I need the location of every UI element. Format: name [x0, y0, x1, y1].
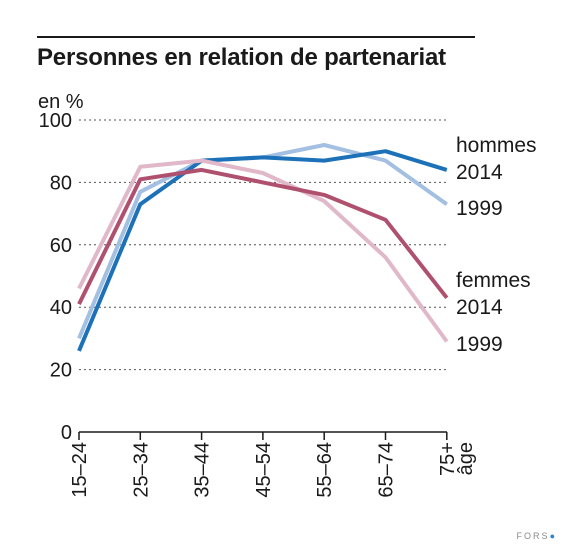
x-tick-label: 75+ — [437, 442, 459, 476]
legend-femmes-label: femmes — [456, 269, 531, 292]
legend-hommes-1999-label: 1999 — [456, 197, 503, 220]
x-tick-label: 55–64 — [314, 442, 336, 498]
series-line-hommes-2014 — [77, 149, 448, 352]
brand-logo: FORS● — [516, 531, 557, 541]
legend-hommes-label: hommes — [456, 134, 537, 157]
title-rule — [37, 36, 475, 38]
y-tick-label: 60 — [50, 235, 72, 257]
x-axis: 15–24 25–34 35–44 45–54 55–64 65–74 75+âge — [69, 431, 477, 498]
series-line-femmes-1999 — [77, 158, 449, 343]
x-tick-label: 35–44 — [192, 442, 214, 498]
x-tick-label: 45–54 — [253, 442, 275, 498]
x-tick-label: 25–34 — [130, 442, 152, 498]
legend-hommes-2014-label: 2014 — [456, 161, 503, 184]
chart-title: Personnes en relation de partenariat — [37, 44, 446, 71]
y-tick-label: 40 — [50, 297, 72, 319]
y-tick-label: 80 — [50, 172, 72, 194]
legend-femmes-2014-label: 2014 — [456, 296, 503, 319]
y-tick-label: 100 — [39, 110, 72, 132]
x-tick-label: 15–24 — [69, 442, 91, 498]
series-line-femmes-2014 — [77, 167, 449, 305]
x-tick-label: 65–74 — [376, 442, 398, 498]
x-axis-label: âge — [455, 442, 477, 475]
y-tick-label: 0 — [61, 422, 72, 444]
y-axis-unit-label: en % — [38, 91, 84, 113]
y-tick-labels: 0 20 40 60 80 100 — [39, 110, 72, 444]
legend-femmes-1999-label: 1999 — [456, 333, 503, 356]
series-lines — [77, 143, 449, 352]
y-tick-label: 20 — [50, 360, 72, 382]
